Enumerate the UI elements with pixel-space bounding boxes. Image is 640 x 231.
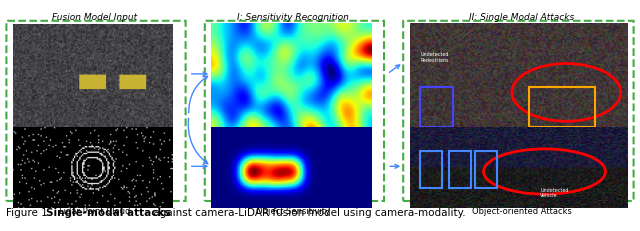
Bar	[475, 151, 497, 188]
Bar	[449, 151, 470, 188]
Bar	[9, 19, 177, 143]
Text: Scene-oriented Attacks: Scene-oriented Attacks	[472, 145, 571, 153]
Bar	[202, 117, 381, 218]
Text: Undetected
Pedestrians: Undetected Pedestrians	[420, 52, 449, 63]
Text: I: Sensitivity Recognition: I: Sensitivity Recognition	[237, 13, 349, 22]
Bar	[420, 87, 453, 127]
Bar	[206, 17, 376, 144]
Text: Multi-view Images: Multi-view Images	[56, 145, 133, 153]
Text: Figure 1:: Figure 1:	[6, 208, 55, 218]
Text: Single-modal attacks: Single-modal attacks	[46, 208, 171, 218]
Bar	[202, 12, 381, 150]
Bar	[206, 122, 376, 213]
Text: OR: OR	[285, 160, 301, 170]
Text: Lidar Point Cloud: Lidar Point Cloud	[59, 207, 131, 216]
Text: AND: AND	[83, 160, 106, 170]
Text: Global Sensitivity: Global Sensitivity	[257, 145, 330, 153]
Bar	[5, 14, 181, 147]
Text: Undetected
Vehicle: Undetected Vehicle	[540, 188, 569, 198]
Bar	[420, 151, 442, 188]
Text: II: Single Modal Attacks: II: Single Modal Attacks	[469, 13, 574, 22]
Text: Fusion Model Input: Fusion Model Input	[52, 13, 138, 22]
Bar	[529, 87, 595, 127]
Text: Object-oriented Attacks: Object-oriented Attacks	[472, 207, 572, 216]
Text: against camera-LiDAR fusion model using camera-modality.: against camera-LiDAR fusion model using …	[150, 208, 466, 218]
Text: Object Sensitivity: Object Sensitivity	[256, 207, 330, 216]
